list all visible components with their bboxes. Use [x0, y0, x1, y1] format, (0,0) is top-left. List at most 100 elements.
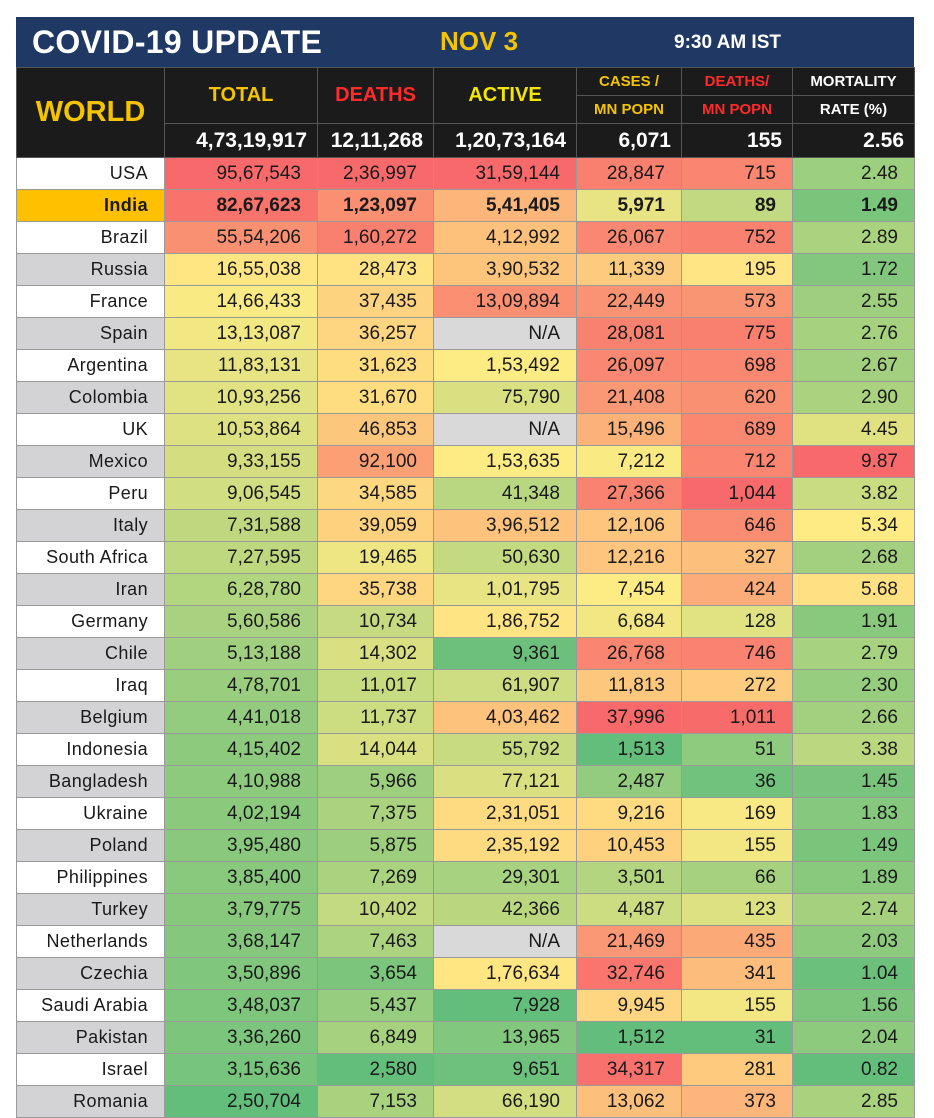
cell-mortality: 1.89	[792, 861, 915, 894]
cell-deaths: 7,463	[317, 925, 434, 958]
cell-mortality: 2.85	[792, 1085, 915, 1118]
cell-deaths: 31,670	[317, 381, 434, 414]
cell-deaths: 3,654	[317, 957, 434, 990]
cell-active: 31,59,144	[433, 157, 577, 190]
cell-deaths-per-mn: 573	[681, 285, 793, 318]
cell-total: 4,15,402	[164, 733, 318, 766]
cell-mortality: 1.56	[792, 989, 915, 1022]
table-row: Belgium 4,41,018 11,737 4,03,462 37,996 1,011…	[16, 701, 915, 734]
cell-mortality: 2.68	[792, 541, 915, 574]
col-header-cases-per-mn: CASES /	[576, 67, 682, 96]
cell-active: 55,792	[433, 733, 577, 766]
cell-active: 3,90,532	[433, 253, 577, 286]
cell-deaths-per-mn: 689	[681, 413, 793, 446]
cell-deaths: 10,734	[317, 605, 434, 638]
cell-total: 11,83,131	[164, 349, 318, 382]
cell-cases-per-mn: 7,454	[576, 573, 682, 606]
cell-active: 9,651	[433, 1053, 577, 1086]
country-name: Peru	[16, 477, 165, 510]
cell-active: 77,121	[433, 765, 577, 798]
country-name: Italy	[16, 509, 165, 542]
country-name: Spain	[16, 317, 165, 350]
country-name: Russia	[16, 253, 165, 286]
table-row: Turkey 3,79,775 10,402 42,366 4,487 123 2.74	[16, 893, 915, 926]
table-row: Philippines 3,85,400 7,269 29,301 3,501 66 1.8…	[16, 861, 915, 894]
cell-cases-per-mn: 37,996	[576, 701, 682, 734]
cell-deaths: 1,23,097	[317, 189, 434, 222]
table-row: Brazil 55,54,206 1,60,272 4,12,992 26,067 752…	[16, 221, 915, 254]
cell-active: 50,630	[433, 541, 577, 574]
cell-deaths: 28,473	[317, 253, 434, 286]
cell-active: 2,31,051	[433, 797, 577, 830]
table-row: Germany 5,60,586 10,734 1,86,752 6,684 128 1.9…	[16, 605, 915, 638]
table-row: Romania 2,50,704 7,153 66,190 13,062 373 2.85	[16, 1085, 915, 1118]
cell-cases-per-mn: 2,487	[576, 765, 682, 798]
title-banner: COVID-19 UPDATE NOV 3 9:30 AM IST	[16, 17, 914, 67]
table-row: Russia 16,55,038 28,473 3,90,532 11,339 195 1.…	[16, 253, 915, 286]
cell-cases-per-mn: 4,487	[576, 893, 682, 926]
cell-mortality: 2.74	[792, 893, 915, 926]
country-name: Iran	[16, 573, 165, 606]
country-name: Turkey	[16, 893, 165, 926]
cell-cases-per-mn: 28,847	[576, 157, 682, 190]
cell-mortality: 1.83	[792, 797, 915, 830]
cell-deaths: 1,60,272	[317, 221, 434, 254]
table-row: India 82,67,623 1,23,097 5,41,405 5,971 89 1.4…	[16, 189, 915, 222]
table-row: South Africa 7,27,595 19,465 50,630 12,216 32…	[16, 541, 915, 574]
cell-deaths: 7,153	[317, 1085, 434, 1118]
world-deaths: 12,11,268	[317, 123, 434, 158]
cell-mortality: 2.04	[792, 1021, 915, 1054]
cell-deaths: 6,849	[317, 1021, 434, 1054]
cell-active: 1,76,634	[433, 957, 577, 990]
table-row: Chile 5,13,188 14,302 9,361 26,768 746 2.79	[16, 637, 915, 670]
country-name: Germany	[16, 605, 165, 638]
cell-cases-per-mn: 11,813	[576, 669, 682, 702]
cell-total: 3,68,147	[164, 925, 318, 958]
cell-deaths-per-mn: 89	[681, 189, 793, 222]
cell-total: 3,95,480	[164, 829, 318, 862]
cell-deaths: 36,257	[317, 317, 434, 350]
cell-mortality: 2.89	[792, 221, 915, 254]
cell-active: N/A	[433, 925, 577, 958]
covid-update-board: COVID-19 UPDATE NOV 3 9:30 AM IST WORLD …	[16, 17, 915, 1118]
cell-total: 4,02,194	[164, 797, 318, 830]
cell-deaths: 5,437	[317, 989, 434, 1022]
cell-mortality: 2.67	[792, 349, 915, 382]
cell-deaths-per-mn: 31	[681, 1021, 793, 1054]
cell-cases-per-mn: 26,097	[576, 349, 682, 382]
table-row: UK 10,53,864 46,853 N/A 15,496 689 4.45	[16, 413, 915, 446]
cell-cases-per-mn: 1,513	[576, 733, 682, 766]
table-row: Argentina 11,83,131 31,623 1,53,492 26,097 69…	[16, 349, 915, 382]
cell-deaths: 2,36,997	[317, 157, 434, 190]
cell-deaths-per-mn: 715	[681, 157, 793, 190]
table-row: Bangladesh 4,10,988 5,966 77,121 2,487 36 1.45	[16, 765, 915, 798]
cell-deaths-per-mn: 123	[681, 893, 793, 926]
cell-deaths-per-mn: 620	[681, 381, 793, 414]
table-row: Iraq 4,78,701 11,017 61,907 11,813 272 2.30	[16, 669, 915, 702]
cell-total: 5,60,586	[164, 605, 318, 638]
country-name: Brazil	[16, 221, 165, 254]
cell-cases-per-mn: 15,496	[576, 413, 682, 446]
cell-deaths-per-mn: 775	[681, 317, 793, 350]
cell-total: 9,06,545	[164, 477, 318, 510]
report-time: 9:30 AM IST	[674, 32, 781, 53]
cell-total: 3,15,636	[164, 1053, 318, 1086]
report-date: NOV 3	[440, 26, 519, 56]
country-name: Chile	[16, 637, 165, 670]
country-name: India	[16, 189, 165, 222]
table-row: Spain 13,13,087 36,257 N/A 28,081 775 2.76	[16, 317, 915, 350]
country-name: Pakistan	[16, 1021, 165, 1054]
col-header-mortality: MORTALITY	[792, 67, 915, 96]
table-row: Saudi Arabia 3,48,037 5,437 7,928 9,945 155 1.…	[16, 989, 915, 1022]
cell-deaths-per-mn: 281	[681, 1053, 793, 1086]
cell-total: 3,85,400	[164, 861, 318, 894]
cell-deaths: 39,059	[317, 509, 434, 542]
cell-mortality: 2.55	[792, 285, 915, 318]
cell-deaths: 11,737	[317, 701, 434, 734]
cell-cases-per-mn: 10,453	[576, 829, 682, 862]
cell-deaths-per-mn: 746	[681, 637, 793, 670]
cell-deaths-per-mn: 424	[681, 573, 793, 606]
country-name: USA	[16, 157, 165, 190]
col-subheader-deaths-per-mn: MN POPN	[681, 95, 793, 124]
cell-active: 41,348	[433, 477, 577, 510]
